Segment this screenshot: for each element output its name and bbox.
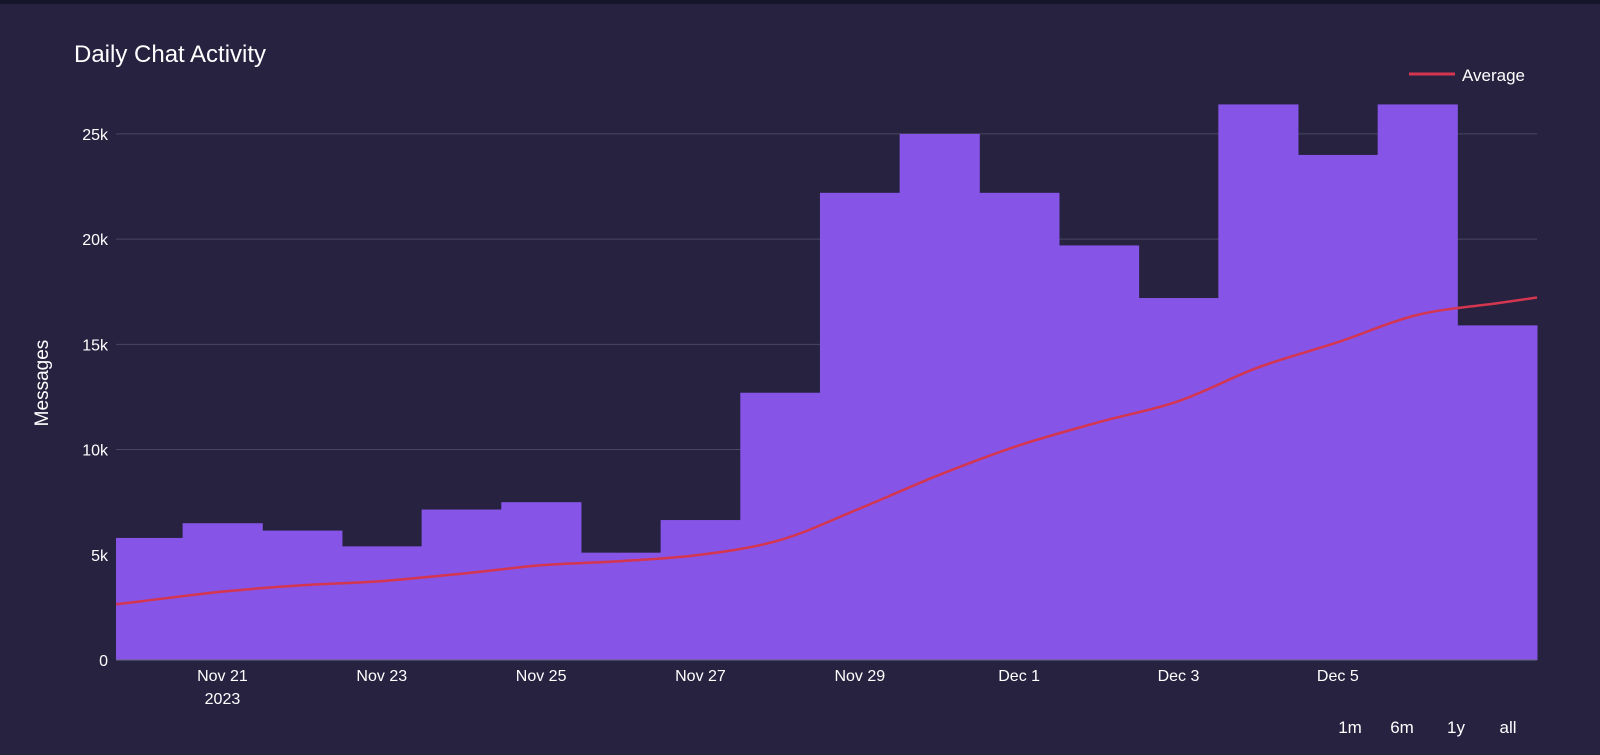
bar-2023-12-06[interactable]: [1377, 104, 1458, 660]
y-axis-ticks: 0 5k 10k 15k 20k 25k: [82, 127, 109, 670]
chart-title: Daily Chat Activity: [74, 41, 266, 68]
x-tick-label: Nov 27: [675, 668, 726, 685]
x-tick-label: Dec 1: [998, 668, 1040, 685]
x-tick-label: Nov 29: [834, 668, 885, 685]
x-tick-label: Nov 23: [356, 668, 407, 685]
y-tick-label: 25k: [82, 127, 109, 144]
bar-2023-11-27[interactable]: [660, 520, 741, 660]
bar-2023-11-25[interactable]: [501, 502, 582, 660]
range-button-1m[interactable]: 1m: [1338, 718, 1362, 737]
bar-series: [116, 104, 1538, 661]
legend[interactable]: Average: [1409, 66, 1525, 85]
range-button-6m[interactable]: 6m: [1390, 718, 1414, 737]
bar-2023-11-22[interactable]: [262, 530, 343, 660]
y-tick-label: 10k: [82, 443, 109, 460]
range-button-1y[interactable]: 1y: [1447, 718, 1465, 737]
bar-2023-11-29[interactable]: [819, 192, 901, 660]
bar-2023-12-05[interactable]: [1297, 154, 1379, 661]
x-tick-label: Dec 3: [1158, 668, 1200, 685]
x-tick-label: Dec 5: [1317, 668, 1359, 685]
average-line-series: [115, 296, 1538, 606]
bar-2023-12-04[interactable]: [1218, 104, 1299, 660]
bar-2023-12-03[interactable]: [1138, 298, 1219, 660]
range-button-all[interactable]: all: [1499, 718, 1516, 737]
bar-2023-12-02[interactable]: [1058, 245, 1140, 660]
bar-2023-12-07[interactable]: [1457, 325, 1538, 660]
range-selector: 1m 6m 1y all: [1338, 718, 1516, 737]
average-line[interactable]: [115, 296, 1538, 606]
y-tick-label: 0: [99, 653, 108, 670]
legend-label-average[interactable]: Average: [1462, 66, 1525, 85]
y-tick-label: 5k: [91, 548, 109, 565]
bar-2023-11-24[interactable]: [421, 509, 502, 660]
bar-2023-11-30[interactable]: [899, 133, 980, 660]
x-tick-label: Nov 25: [516, 668, 567, 685]
bar-2023-12-01[interactable]: [979, 192, 1060, 660]
bar-2023-11-23[interactable]: [341, 546, 423, 660]
bar-2023-11-28[interactable]: [740, 392, 821, 660]
bar-2023-11-26[interactable]: [580, 552, 662, 660]
y-axis-title: Messages: [32, 340, 53, 427]
bar-2023-11-20[interactable]: [116, 537, 184, 660]
y-tick-label: 20k: [82, 232, 109, 249]
x-tick-year-label: 2023: [205, 691, 241, 708]
y-tick-label: 15k: [82, 337, 109, 354]
x-axis-ticks: Nov 21 2023 Nov 23 Nov 25 Nov 27 Nov 29 Dec 1 D…: [197, 668, 1359, 708]
x-tick-label: Nov 21: [197, 668, 248, 685]
